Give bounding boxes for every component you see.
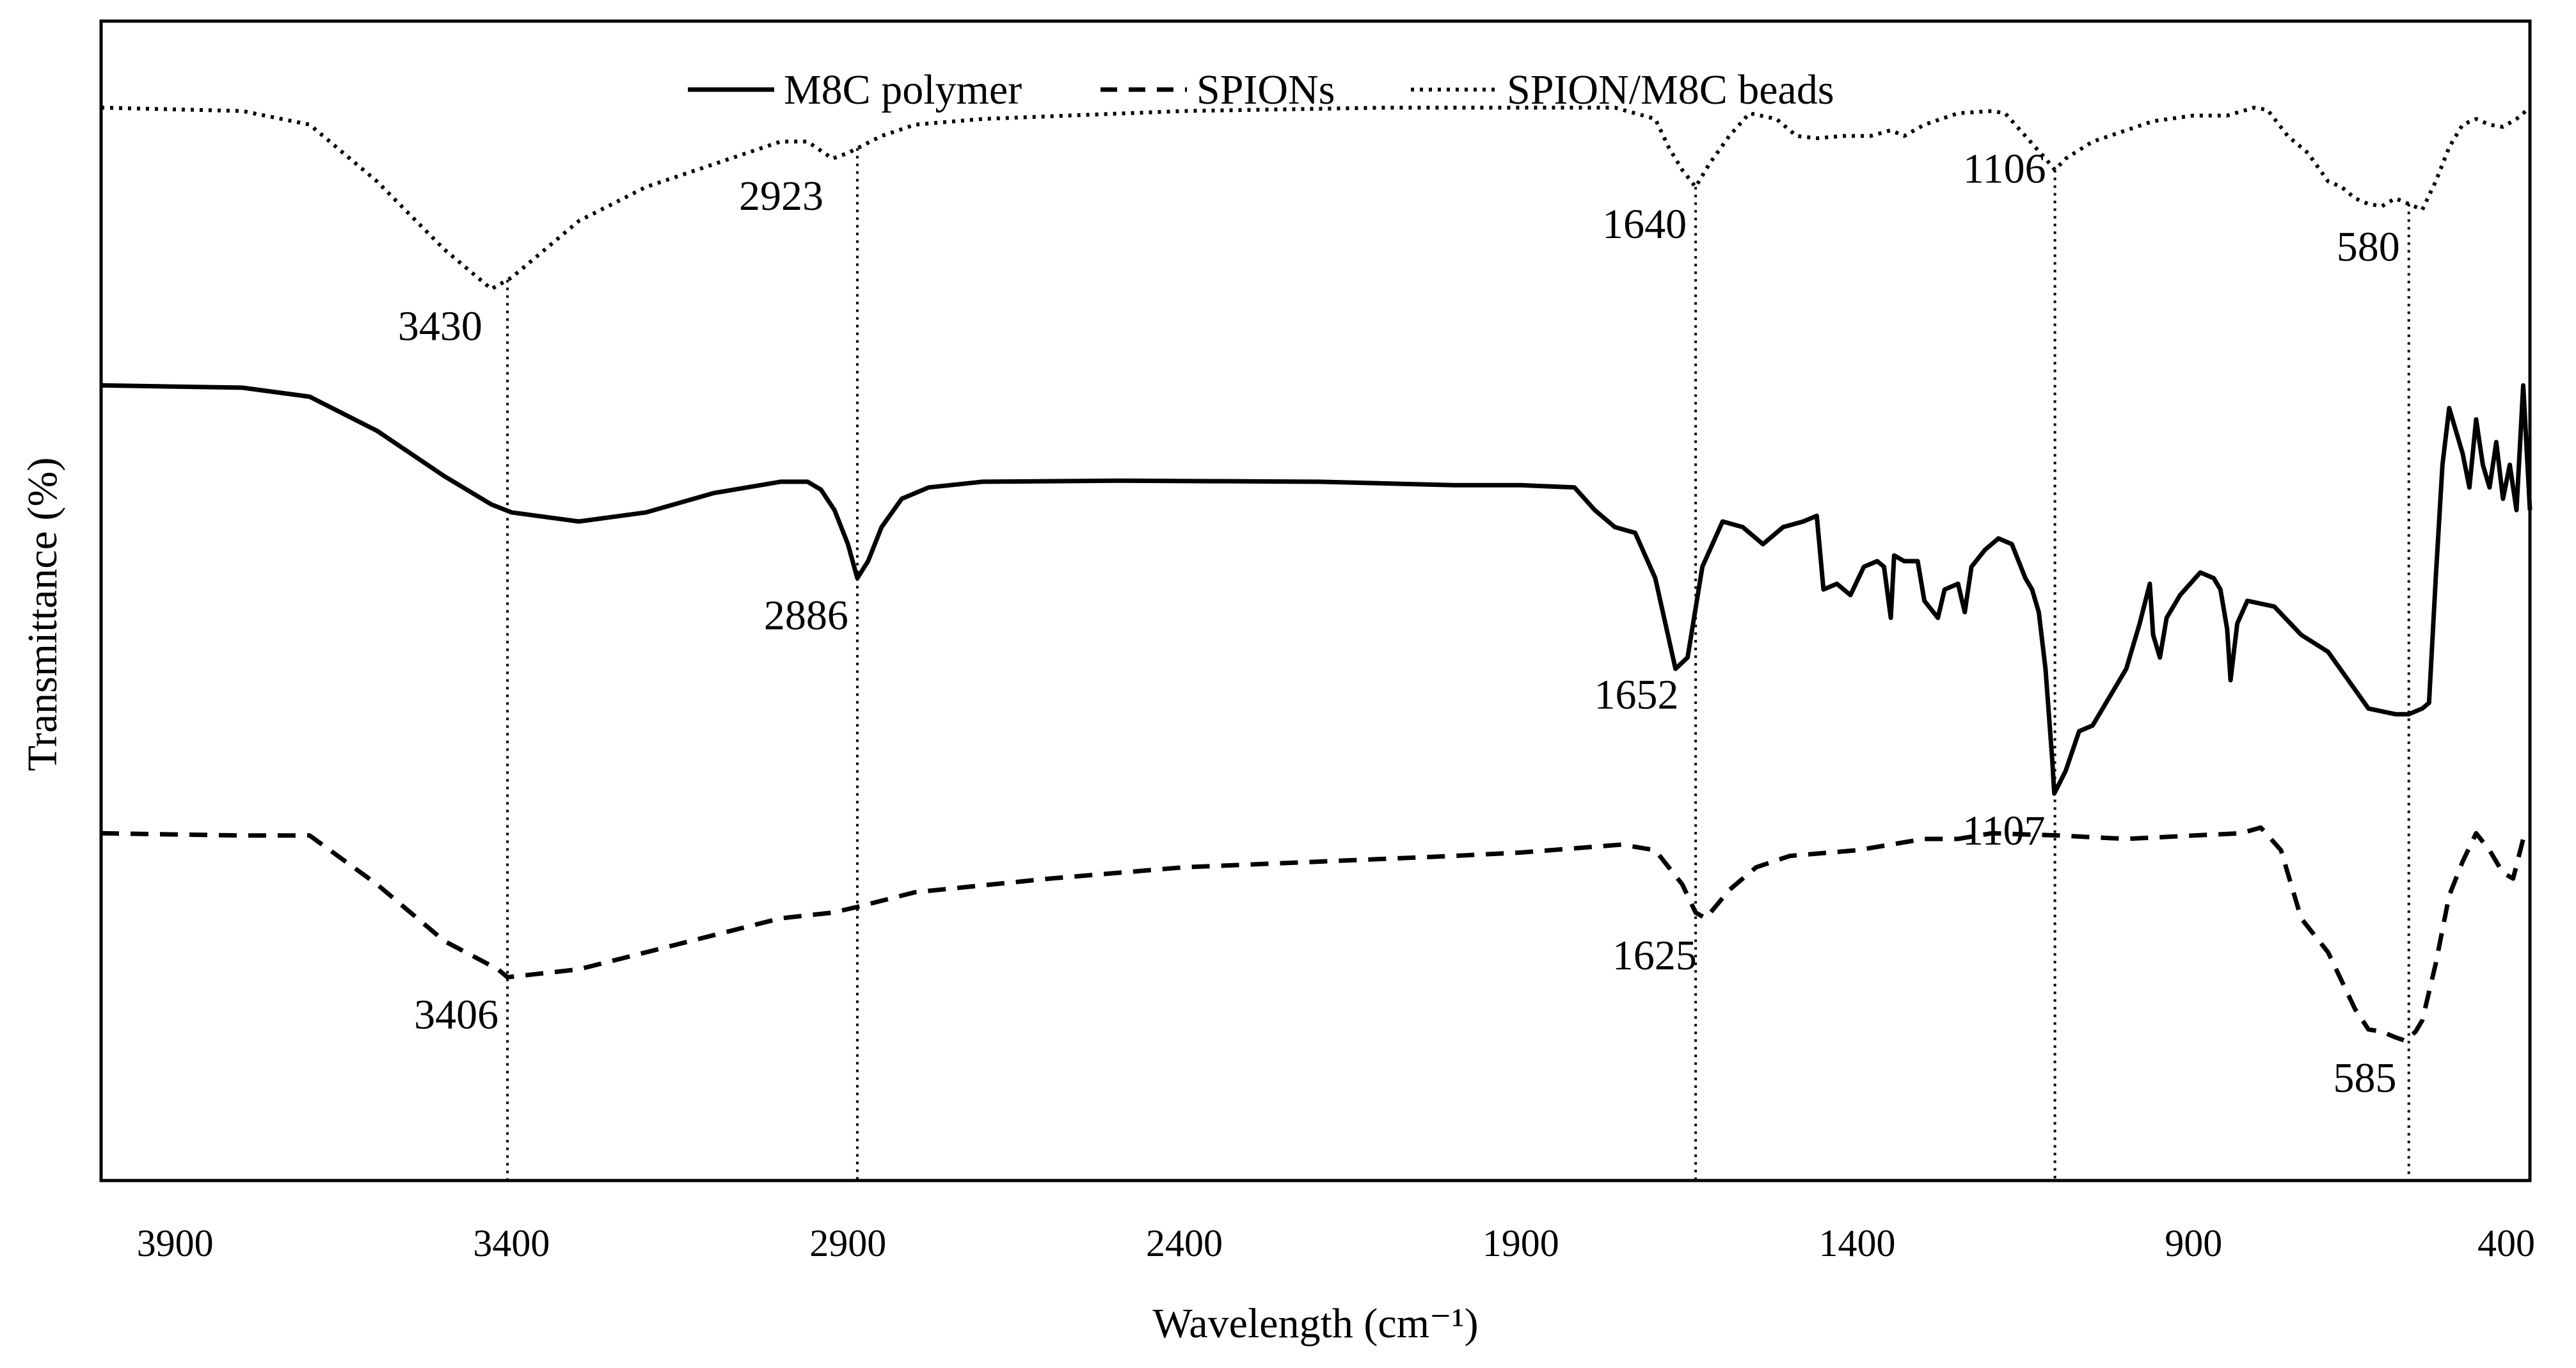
peak-label: 580 <box>2337 224 2400 271</box>
x-tick-label: 2400 <box>1146 1222 1223 1264</box>
series-lines <box>100 106 2532 1043</box>
peak-label: 3406 <box>414 991 498 1038</box>
x-tick-label: 3400 <box>473 1222 550 1264</box>
y-axis-title: Transmittance (%) <box>19 457 66 772</box>
x-tick-label: 2900 <box>809 1222 886 1264</box>
peak-label: 1640 <box>1602 201 1687 248</box>
x-axis-ticks: 3900 3400 2900 2400 1900 1400 900 400 <box>137 1222 2535 1264</box>
x-tick-label: 1400 <box>1818 1222 1895 1264</box>
x-tick-label: 1900 <box>1483 1222 1559 1264</box>
x-tick-label: 3900 <box>137 1222 214 1264</box>
peak-label: 1652 <box>1594 672 1678 719</box>
legend-label-spion-m8c-beads: SPION/M8C beads <box>1507 67 1834 113</box>
series-line-spion-m8c-beads <box>100 106 2531 291</box>
plot-frame <box>99 19 2532 1182</box>
peak-label: 1625 <box>1612 932 1697 979</box>
peak-label: 585 <box>2333 1055 2396 1102</box>
peak-annotations: 3430 2923 1640 1106 580 2886 1652 1107 3406 1625 5… <box>398 146 2400 1102</box>
peak-label: 3430 <box>398 303 482 350</box>
series-line-m8c-polymer <box>100 383 2532 796</box>
legend-label-spions: SPIONs <box>1197 67 1335 113</box>
x-tick-label: 400 <box>2477 1222 2535 1264</box>
x-axis-title: Wavelength (cm⁻¹) <box>1152 1300 1478 1347</box>
series-line-spions <box>100 825 2532 1043</box>
x-tick-label: 900 <box>2165 1222 2222 1264</box>
peak-label: 1106 <box>1963 146 2046 193</box>
reference-lines <box>506 148 2410 1181</box>
legend-label-m8c: M8C polymer <box>784 67 1022 113</box>
peak-label: 1107 <box>1962 807 2046 854</box>
peak-label: 2923 <box>739 173 823 219</box>
legend: M8C polymer SPIONs SPION/M8C beads <box>688 67 1834 113</box>
peak-label: 2886 <box>764 593 848 639</box>
